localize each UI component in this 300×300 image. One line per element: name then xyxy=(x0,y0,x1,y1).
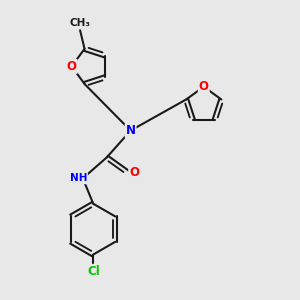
Text: Cl: Cl xyxy=(87,265,100,278)
Text: NH: NH xyxy=(70,173,87,183)
Text: O: O xyxy=(199,80,209,93)
Text: N: N xyxy=(126,124,136,137)
Text: O: O xyxy=(67,60,77,73)
Text: CH₃: CH₃ xyxy=(70,19,91,28)
Text: O: O xyxy=(129,166,139,179)
